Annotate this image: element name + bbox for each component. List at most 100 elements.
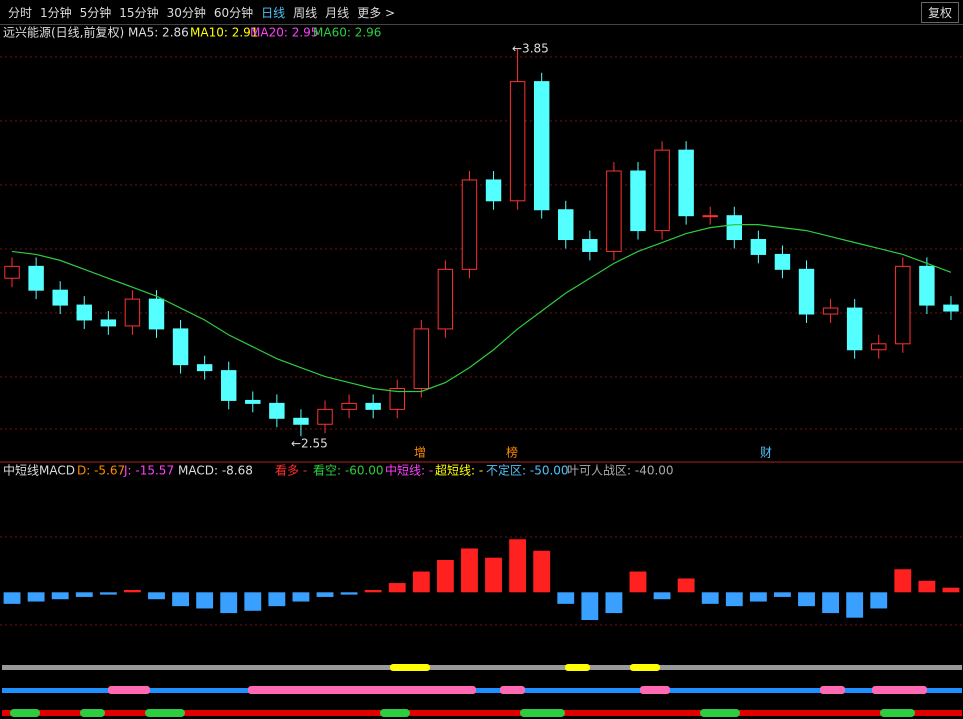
annotation: 榜	[506, 445, 518, 460]
macd-bar	[3, 592, 21, 604]
macd-bar	[268, 592, 286, 607]
candle-body	[750, 239, 767, 255]
macd-bar	[918, 580, 936, 593]
candle-body	[678, 149, 694, 217]
legend-entry: 不定区: -50.00	[486, 463, 569, 478]
macd-bar	[123, 590, 141, 593]
candle-body	[726, 215, 743, 241]
candle-body	[871, 343, 887, 351]
legend-entry: D: -5.67	[77, 464, 125, 478]
tab[interactable]: 更多 >	[357, 5, 396, 20]
tab[interactable]: 5分钟	[79, 5, 112, 20]
macd-bar	[292, 592, 310, 602]
macd-bar	[388, 583, 406, 593]
macd-bar	[653, 592, 671, 600]
legend-entry: 看空: -60.00	[313, 464, 384, 478]
macd-bar	[725, 592, 743, 607]
button[interactable]: 复权	[920, 2, 959, 23]
macd-bar	[436, 560, 454, 593]
annotation: 增	[414, 446, 426, 460]
legend-entry: 叶可人战区: -40.00	[567, 464, 674, 478]
macd-bar	[27, 592, 45, 602]
toolbar: 分时 1分钟 5分钟 15分钟 30分钟 60分钟 日线 周线 月线 更多 > …	[0, 0, 963, 25]
legend-entry: 看多 -	[275, 464, 307, 478]
candle-body	[630, 170, 646, 232]
candle-body	[220, 370, 237, 401]
tab[interactable]: 周线	[293, 5, 318, 20]
candle-body	[413, 328, 430, 389]
macd-bar	[701, 592, 719, 604]
macd-bar	[75, 592, 93, 597]
macd-bar	[533, 550, 551, 593]
candle-body	[509, 81, 526, 202]
candle-body	[196, 364, 213, 372]
legend-entry: J: -15.57	[123, 464, 174, 478]
candle-body	[124, 298, 141, 327]
macd-bar	[244, 592, 262, 611]
tab[interactable]: 30分钟	[166, 5, 206, 20]
macd-bar	[340, 592, 358, 595]
macd-bar	[220, 592, 238, 614]
macd-bar	[364, 590, 382, 593]
candle-body	[365, 402, 381, 410]
candle-body	[100, 319, 117, 327]
annotation: ←3.85	[512, 42, 549, 56]
candle-body	[798, 268, 815, 315]
tab[interactable]: 1分钟	[40, 5, 72, 20]
macd-bar	[798, 592, 815, 607]
tab[interactable]: 月线	[325, 5, 350, 20]
legend-entry: MA5: 2.86	[128, 26, 189, 40]
candle-body	[389, 387, 405, 410]
macd-bar	[461, 548, 478, 593]
tab[interactable]: 分时	[8, 5, 33, 20]
panel-title: 中短线MACD	[3, 463, 75, 478]
guide-lines	[0, 56, 963, 626]
candle-body	[461, 179, 478, 270]
candle-body	[654, 149, 670, 232]
macd-bar	[822, 592, 840, 614]
macd-bar	[196, 592, 214, 609]
legend-entry: MA60: 2.96	[313, 26, 381, 40]
candle-body	[269, 402, 285, 419]
macd-bar	[894, 569, 912, 593]
macd-bar	[749, 592, 767, 602]
candle-body	[702, 215, 718, 218]
macd-bar	[148, 592, 165, 600]
legend-entry: MA10: 2.91	[190, 26, 258, 40]
candle-body	[582, 239, 598, 252]
candle-body	[148, 298, 165, 330]
macd-bar	[870, 592, 888, 609]
macd-bar	[412, 571, 430, 593]
macd-bar	[51, 592, 69, 600]
candle-body	[533, 81, 550, 211]
macd-bar	[677, 578, 695, 593]
candle-body	[293, 417, 309, 425]
candle-body	[822, 307, 839, 315]
candle-body	[317, 408, 333, 425]
macd-bar	[629, 571, 647, 593]
candle-body	[895, 265, 911, 345]
tab[interactable]: 日线	[261, 5, 286, 20]
candle-body	[919, 265, 935, 306]
macd-bar	[846, 592, 864, 618]
candle-body	[341, 402, 357, 410]
macd-bar	[509, 539, 527, 593]
candle-body	[4, 265, 20, 279]
candle-body	[52, 289, 68, 306]
chart-title: 远兴能源(日线,前复权)	[3, 25, 124, 40]
candle-body	[28, 265, 44, 291]
macd-bar	[172, 592, 189, 607]
macd-bar	[316, 592, 334, 597]
annotation: 财	[760, 446, 772, 460]
ma-line	[11, 224, 952, 393]
candle-body	[846, 307, 863, 351]
macd-bar	[581, 592, 599, 620]
tab[interactable]: 15分钟	[119, 5, 159, 20]
signal-strips	[2, 664, 962, 717]
macd-bar	[557, 592, 575, 604]
chart: 远兴能源(日线,前复权) MA5: 2.86 MA10: 2.91 MA20: …	[0, 25, 963, 717]
legend-entry: MACD: -8.68	[178, 464, 253, 478]
candle-body	[245, 399, 261, 404]
tab[interactable]: 60分钟	[213, 5, 254, 20]
